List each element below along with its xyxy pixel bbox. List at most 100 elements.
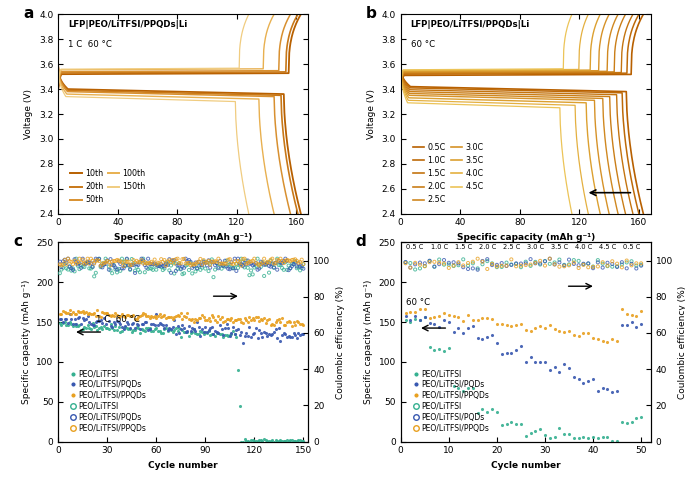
Point xyxy=(252,334,263,342)
Point xyxy=(73,307,84,315)
Point xyxy=(251,437,262,444)
Point xyxy=(162,260,173,267)
Point xyxy=(120,313,131,321)
Point xyxy=(282,318,292,326)
Point xyxy=(269,264,279,272)
Point xyxy=(275,436,286,444)
Point xyxy=(151,261,162,268)
Point xyxy=(253,261,264,268)
Point xyxy=(210,266,221,274)
Point xyxy=(110,257,121,265)
X-axis label: Specific capacity (mAh g⁻¹): Specific capacity (mAh g⁻¹) xyxy=(457,233,595,242)
Point xyxy=(188,263,199,270)
Point xyxy=(510,263,521,270)
Point xyxy=(257,258,268,266)
Point xyxy=(496,320,507,328)
Point xyxy=(540,324,551,332)
Point xyxy=(229,316,240,324)
Point xyxy=(139,318,150,326)
Point xyxy=(88,321,99,328)
Point xyxy=(272,335,283,342)
Point xyxy=(257,333,268,340)
Point xyxy=(242,318,253,325)
Point xyxy=(180,313,191,321)
Point xyxy=(54,320,65,327)
Point xyxy=(182,261,192,269)
Point xyxy=(172,265,183,273)
Point xyxy=(520,432,531,440)
Point xyxy=(203,256,214,264)
Point xyxy=(56,315,67,323)
Point xyxy=(530,427,541,435)
Point xyxy=(198,328,209,336)
Point xyxy=(58,257,68,265)
Point xyxy=(288,256,299,264)
Point xyxy=(211,259,222,267)
Point xyxy=(108,318,119,325)
Point xyxy=(103,311,114,318)
Point xyxy=(149,312,160,320)
Point xyxy=(158,266,169,274)
Point xyxy=(115,260,126,268)
Point xyxy=(206,258,217,266)
Point xyxy=(120,262,131,270)
Point xyxy=(84,309,95,317)
Point xyxy=(267,436,278,444)
Point xyxy=(216,261,227,269)
Point xyxy=(179,264,190,272)
Point xyxy=(242,259,253,267)
Point xyxy=(134,312,145,320)
Point xyxy=(424,258,435,266)
Point xyxy=(448,262,459,270)
Point xyxy=(269,438,279,445)
Point xyxy=(290,255,301,263)
Point xyxy=(159,324,170,332)
Point xyxy=(192,330,203,338)
Point xyxy=(434,259,445,266)
Point xyxy=(195,266,206,274)
Point xyxy=(201,259,212,266)
Point xyxy=(139,268,150,276)
Point xyxy=(175,260,186,267)
Point xyxy=(94,312,105,320)
Point xyxy=(286,260,297,268)
Point xyxy=(210,327,221,335)
Point xyxy=(288,438,299,445)
Point xyxy=(188,261,199,268)
Point xyxy=(278,321,289,328)
Point xyxy=(438,347,449,355)
Point xyxy=(234,315,245,323)
Point xyxy=(290,257,301,265)
Point xyxy=(280,330,291,338)
Point xyxy=(223,315,234,323)
Point xyxy=(564,327,575,335)
Point xyxy=(249,317,260,324)
Point xyxy=(226,258,237,266)
Point xyxy=(118,258,129,266)
Point xyxy=(295,263,306,270)
Point xyxy=(275,255,286,263)
Point xyxy=(216,331,227,338)
Point xyxy=(252,255,263,263)
Point xyxy=(410,259,421,267)
Point xyxy=(184,256,195,264)
Point xyxy=(211,319,222,326)
Point xyxy=(134,258,145,266)
Point xyxy=(61,259,72,266)
Point xyxy=(90,269,101,276)
Point xyxy=(81,260,92,268)
Point xyxy=(54,269,65,277)
Point xyxy=(154,263,165,270)
Point xyxy=(491,263,502,271)
Point xyxy=(270,318,281,326)
Point xyxy=(239,255,250,263)
Point xyxy=(506,261,516,269)
Point xyxy=(540,257,551,265)
Point xyxy=(133,266,144,274)
Point xyxy=(95,262,106,270)
Text: 1.5 C: 1.5 C xyxy=(455,244,472,250)
Point xyxy=(227,318,238,325)
Point xyxy=(81,315,92,323)
Point xyxy=(99,259,110,267)
Point xyxy=(515,260,526,267)
